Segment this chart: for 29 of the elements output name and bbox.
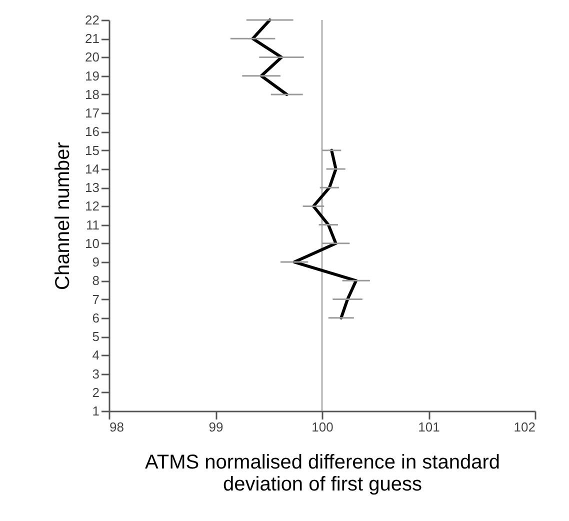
y-tick-label: 12: [85, 198, 100, 214]
x-tick-label: 100: [312, 420, 334, 434]
x-tick-label: 98: [110, 420, 124, 434]
y-tick-label: 16: [85, 124, 100, 140]
y-tick-label: 13: [85, 180, 100, 196]
y-tick-label: 18: [85, 86, 100, 102]
y-tick-label: 17: [85, 106, 100, 121]
x-tick-label: 101: [418, 420, 440, 434]
x-tick-label: 102: [514, 420, 536, 434]
y-tick-label: 5: [92, 329, 100, 344]
y-tick-label: 11: [86, 217, 100, 232]
y-tick-label: 10: [85, 236, 100, 251]
y-tick-label: 8: [92, 273, 100, 288]
y-tick-label: 1: [92, 404, 100, 418]
y-tick-label: 9: [92, 254, 100, 270]
y-tick-label: 3: [92, 366, 100, 382]
y-tick-label: 2: [92, 384, 100, 400]
x-tick-label: 99: [208, 420, 224, 434]
y-tick-label: 21: [85, 31, 100, 46]
y-tick-label: 19: [85, 68, 100, 84]
y-tick-label: 14: [85, 161, 100, 176]
y-tick-label: 20: [85, 50, 100, 65]
y-tick-label: 7: [92, 292, 100, 307]
y-tick-label: 15: [85, 142, 100, 158]
x-axis-title: ATMS normalised difference in standard deviation of first guess: [145, 452, 500, 496]
y-tick-label: 4: [92, 348, 100, 363]
y-axis-title: Channel number: [52, 142, 74, 290]
y-tick-label: 22: [85, 12, 100, 28]
y-tick-label: 6: [92, 310, 100, 326]
